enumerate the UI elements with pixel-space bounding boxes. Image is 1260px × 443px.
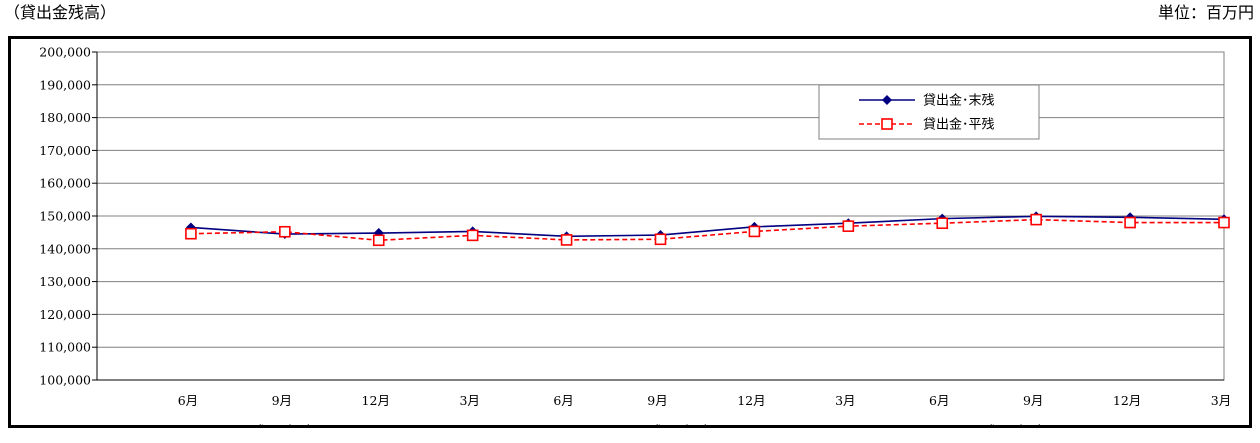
x-tick-label: 3月 bbox=[835, 393, 855, 408]
data-point-average-balance bbox=[560, 234, 573, 246]
series-group bbox=[185, 211, 1230, 247]
x-tick-label: 6月 bbox=[553, 393, 573, 408]
fiscal-year-label: 平成26年度 bbox=[633, 423, 712, 425]
legend-label: 貸出金･平残 bbox=[923, 117, 995, 133]
data-point-average-balance bbox=[466, 229, 479, 242]
y-tick-label: 100,000 bbox=[39, 373, 91, 388]
fiscal-year-label: 平成25年度 bbox=[236, 423, 315, 425]
data-point-average-balance bbox=[279, 225, 291, 238]
x-tick-label: 9月 bbox=[647, 393, 667, 408]
data-point-average-balance bbox=[185, 227, 197, 240]
series-line-average-balance bbox=[190, 218, 1224, 242]
legend-marker-diamond bbox=[882, 95, 892, 105]
x-tick-labels: 6月 9月 12月 3月 6月 9月 12月 3月 6月 9月 12月 3月 bbox=[178, 393, 1232, 408]
chart-svg: 100,000 110,000 120,000 130,000 140,000 150,0… bbox=[39, 45, 1232, 425]
unit-label: 単位：百万円 bbox=[1157, 3, 1254, 22]
x-tick-label: 12月 bbox=[737, 393, 765, 408]
fiscal-year-gap bbox=[948, 417, 1066, 425]
legend-label: 貸出金･末残 bbox=[923, 93, 995, 109]
x-tick-label: 12月 bbox=[362, 393, 390, 408]
x-tick-label: 12月 bbox=[1113, 393, 1141, 408]
x-tick-label: 3月 bbox=[459, 393, 479, 408]
grid-lines bbox=[92, 51, 1224, 381]
y-tick-label: 150,000 bbox=[39, 209, 91, 224]
data-point-average-balance bbox=[1218, 216, 1230, 229]
fiscal-year-gap bbox=[217, 417, 335, 425]
y-tick-label: 180,000 bbox=[39, 110, 91, 125]
chart-frame: 100,000 110,000 120,000 130,000 140,000 150,0… bbox=[8, 36, 1252, 428]
data-point-average-balance bbox=[748, 225, 761, 238]
y-tick-label: 200,000 bbox=[39, 45, 91, 60]
series-line-end-balance bbox=[190, 215, 1225, 238]
data-point-average-balance bbox=[936, 217, 949, 230]
chart-title: （貸出金残高） bbox=[4, 3, 117, 22]
data-point-average-balance bbox=[372, 234, 385, 247]
x-tick-label: 3月 bbox=[1211, 393, 1231, 408]
data-point-average-balance bbox=[654, 233, 667, 246]
x-tick-label: 6月 bbox=[178, 393, 198, 408]
y-tick-label: 170,000 bbox=[39, 143, 91, 158]
y-tick-label: 140,000 bbox=[39, 241, 91, 256]
y-tick-label: 190,000 bbox=[39, 77, 91, 92]
x-tick-label: 9月 bbox=[1023, 393, 1043, 408]
x-tick-label: 9月 bbox=[272, 393, 292, 408]
legend-marker-square bbox=[881, 118, 893, 130]
legend-box bbox=[818, 84, 1040, 140]
y-tick-label: 110,000 bbox=[39, 340, 91, 355]
data-point-average-balance bbox=[1030, 213, 1042, 226]
data-point-average-balance bbox=[1124, 216, 1136, 229]
fiscal-year-labels: 平成25年度 平成26年度 平成27年度 bbox=[217, 417, 1066, 425]
y-tick-labels: 100,000 110,000 120,000 130,000 140,000 150,0… bbox=[39, 45, 91, 388]
y-tick-label: 160,000 bbox=[39, 176, 91, 191]
data-point-average-balance bbox=[842, 220, 855, 232]
x-tick-label: 6月 bbox=[929, 393, 949, 408]
fiscal-year-label: 平成27年度 bbox=[967, 423, 1046, 425]
y-tick-label: 130,000 bbox=[39, 274, 91, 289]
fiscal-year-gap bbox=[614, 417, 732, 425]
y-tick-label: 120,000 bbox=[39, 307, 91, 322]
